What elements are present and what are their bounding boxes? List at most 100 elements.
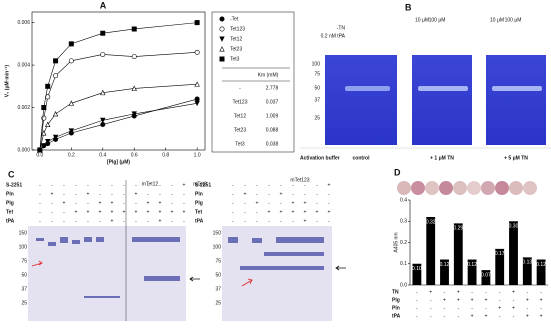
sign: - — [268, 191, 270, 197]
y-tick-label: 0.000 — [17, 147, 30, 153]
condition-sign: + — [443, 297, 446, 303]
condition-sign: - — [444, 305, 446, 311]
gel-band — [264, 252, 324, 256]
condition-sign: - — [513, 297, 515, 303]
legend-marker — [219, 56, 225, 62]
row-label: Pln — [195, 191, 203, 197]
value-label: 0.12 — [440, 262, 450, 268]
gel-label: + 5 μM TN — [504, 155, 528, 161]
condition-sign: + — [484, 297, 487, 303]
sign: - — [99, 191, 101, 197]
sign: + — [147, 200, 150, 206]
marker — [194, 100, 200, 107]
sign: - — [316, 200, 318, 206]
value-label: 0.13 — [522, 260, 532, 266]
sign: - — [39, 182, 41, 188]
bar — [495, 248, 505, 285]
sign: - — [87, 218, 89, 224]
sign: - — [51, 209, 53, 215]
gel-band — [36, 238, 44, 241]
sign: - — [232, 209, 234, 215]
sign: - — [39, 200, 41, 206]
marker — [131, 111, 137, 117]
marker — [41, 105, 47, 111]
table-cell: 0.038 — [266, 141, 279, 147]
y-tick-label: 0.3 — [400, 219, 407, 225]
condition-sign: + — [512, 289, 515, 295]
gel-band — [144, 276, 180, 281]
condition-sign: - — [430, 305, 432, 311]
value-label: 0.12 — [536, 262, 546, 268]
sign: - — [147, 191, 149, 197]
marker — [100, 117, 106, 124]
sign: - — [292, 182, 294, 188]
mw-marker: 75 — [215, 258, 221, 264]
sign: - — [328, 191, 330, 197]
marker — [52, 134, 59, 141]
condition-sign: - — [499, 313, 501, 319]
mw-marker: 37 — [215, 286, 221, 292]
row-label: tPA — [6, 218, 15, 224]
table-header: Km (mM) — [258, 72, 279, 78]
well — [411, 181, 425, 195]
sign: + — [292, 209, 295, 215]
row-label: -TN — [337, 25, 346, 31]
sign: - — [292, 218, 294, 224]
table-cell: Tet23 — [234, 127, 246, 133]
sign: + — [99, 209, 102, 215]
gel-bands — [36, 237, 324, 298]
marker — [45, 139, 51, 145]
sign: - — [111, 191, 113, 197]
y-tick-label: 0.0 — [400, 282, 407, 288]
mw-marker: 37 — [314, 97, 320, 103]
condition-sign: - — [457, 305, 459, 311]
sign: + — [111, 209, 114, 215]
mw-marker: 100 — [19, 244, 28, 250]
sign: + — [63, 200, 66, 206]
row-label: Plg — [195, 200, 203, 206]
sign: - — [135, 200, 137, 206]
sign: - — [304, 191, 306, 197]
legend-marker — [219, 46, 225, 52]
mw-marker: 50 — [21, 272, 27, 278]
gel-band — [72, 240, 80, 244]
sign: + — [87, 209, 90, 215]
value-label: 0.30 — [509, 224, 519, 230]
condition-label: tPA — [392, 313, 401, 319]
sign: - — [159, 182, 161, 188]
sign: - — [99, 218, 101, 224]
sign: + — [123, 209, 126, 215]
sign: - — [232, 191, 234, 197]
condition-sign: - — [540, 289, 542, 295]
condition-sign: - — [444, 313, 446, 319]
sign: - — [232, 218, 234, 224]
gel-band — [228, 237, 238, 243]
sign: - — [39, 209, 41, 215]
sign: + — [147, 209, 150, 215]
sign: - — [328, 218, 330, 224]
marker — [45, 121, 51, 128]
well — [397, 181, 411, 195]
condition-sign: - — [526, 305, 528, 311]
panel-label: D — [394, 167, 401, 177]
value-label: 0.12 — [467, 262, 477, 268]
condition-sign: - — [416, 313, 418, 319]
condition-sign: - — [471, 289, 473, 295]
sign: + — [280, 209, 283, 215]
well — [425, 181, 439, 195]
sign: - — [99, 182, 101, 188]
sign: + — [292, 200, 295, 206]
sign: + — [268, 209, 271, 215]
table-cell: 2.778 — [266, 85, 279, 91]
sign: - — [244, 218, 246, 224]
wells — [397, 181, 537, 195]
sign: + — [280, 191, 283, 197]
y-tick-label: 0.006 — [17, 20, 30, 26]
marker — [52, 111, 59, 117]
condition-sign: + — [540, 313, 543, 319]
y-tick-label: 0.002 — [17, 105, 30, 111]
gel-band — [345, 86, 390, 91]
sign: - — [135, 182, 137, 188]
marker — [68, 128, 75, 134]
gel-label: control — [353, 155, 371, 161]
